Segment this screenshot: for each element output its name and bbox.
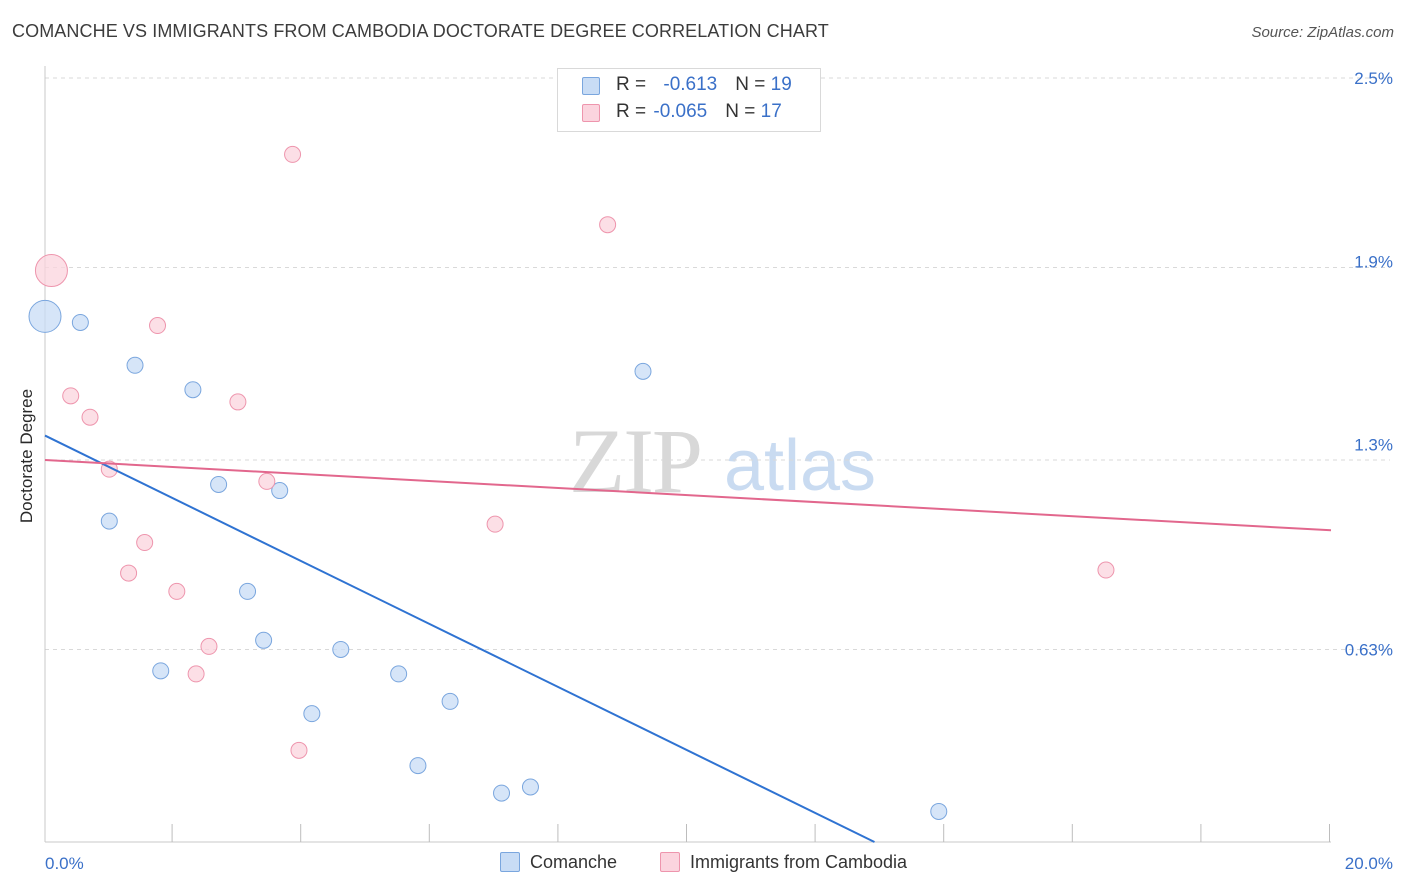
n-value-cambodia: 17 — [760, 101, 782, 122]
cambodia-point — [187, 665, 205, 683]
legend-text-cambodia: R = -0.065 N = 17 — [616, 101, 782, 123]
correlation-legend: R = -0.613 N = 19 R = -0.065 N = 17 — [557, 68, 821, 132]
comanche-point — [210, 475, 228, 493]
x-tick-label: 0.0% — [45, 854, 84, 873]
comanche-point — [390, 665, 408, 683]
cambodia-legend-swatch — [660, 852, 680, 872]
r-label: R = — [616, 101, 652, 122]
cambodia-point — [120, 564, 138, 582]
comanche-point — [126, 356, 144, 374]
cambodia-point — [136, 534, 154, 552]
cambodia-point — [200, 637, 218, 655]
chart-title: COMANCHE VS IMMIGRANTS FROM CAMBODIA DOC… — [12, 21, 829, 41]
cambodia-point — [149, 317, 167, 335]
comanche-legend-label: Comanche — [530, 852, 618, 872]
cambodia-trendline — [44, 459, 1332, 532]
comanche-legend-swatch — [500, 852, 520, 872]
comanche-point — [152, 662, 170, 680]
comanche-trendline — [44, 434, 875, 843]
bottom-legend-comanche: Comanche — [500, 852, 617, 876]
comanche-point — [930, 802, 948, 820]
comanche-point — [255, 631, 273, 649]
legend-text-comanche: R = -0.613 N = 19 — [616, 74, 792, 96]
comanche-point — [409, 757, 427, 775]
comanche-point — [100, 512, 118, 530]
watermark-atlas: atlas — [724, 426, 876, 506]
n-label: N = — [725, 101, 761, 122]
y-tick-label: 2.5% — [1354, 69, 1393, 88]
comanche-swatch — [582, 77, 600, 95]
cambodia-point — [34, 254, 68, 288]
r-value-comanche: -0.613 — [663, 74, 718, 95]
y-tick-label: 1.3% — [1354, 436, 1393, 455]
cambodia-legend-label: Immigrants from Cambodia — [690, 852, 908, 872]
cambodia-point — [1097, 561, 1115, 579]
cambodia-point — [258, 472, 276, 490]
source-label: Source: ZipAtlas.com — [1251, 24, 1394, 41]
cambodia-swatch — [582, 104, 600, 122]
comanche-point — [71, 313, 89, 331]
comanche-point — [634, 362, 652, 380]
comanche-point — [28, 299, 62, 333]
bottom-legend-cambodia: Immigrants from Cambodia — [660, 852, 907, 876]
watermark-zip: ZIP — [569, 410, 701, 512]
cambodia-points — [34, 145, 1115, 759]
comanche-point — [184, 381, 202, 399]
comanche-point — [493, 784, 511, 802]
cambodia-point — [599, 216, 617, 234]
r-value-cambodia: -0.065 — [653, 101, 708, 122]
cambodia-point — [62, 387, 80, 405]
cambodia-point — [229, 393, 247, 411]
cambodia-point — [168, 582, 186, 600]
r-label: R = — [616, 74, 652, 95]
comanche-point — [303, 705, 321, 723]
comanche-point — [271, 482, 289, 500]
comanche-point — [521, 778, 539, 796]
comanche-point — [239, 582, 257, 600]
cambodia-point — [486, 515, 504, 533]
y-tick-label: 0.63% — [1345, 640, 1393, 659]
y-tick-label: 1.9% — [1354, 252, 1393, 271]
cambodia-point — [290, 741, 308, 759]
cambodia-point — [284, 145, 302, 163]
comanche-point — [332, 640, 350, 658]
cambodia-point — [81, 408, 99, 426]
n-label: N = — [735, 74, 771, 95]
comanche-point — [441, 692, 459, 710]
comanche-points — [28, 299, 948, 820]
x-tick-label: 20.0% — [1345, 854, 1393, 873]
n-value-comanche: 19 — [770, 74, 792, 95]
